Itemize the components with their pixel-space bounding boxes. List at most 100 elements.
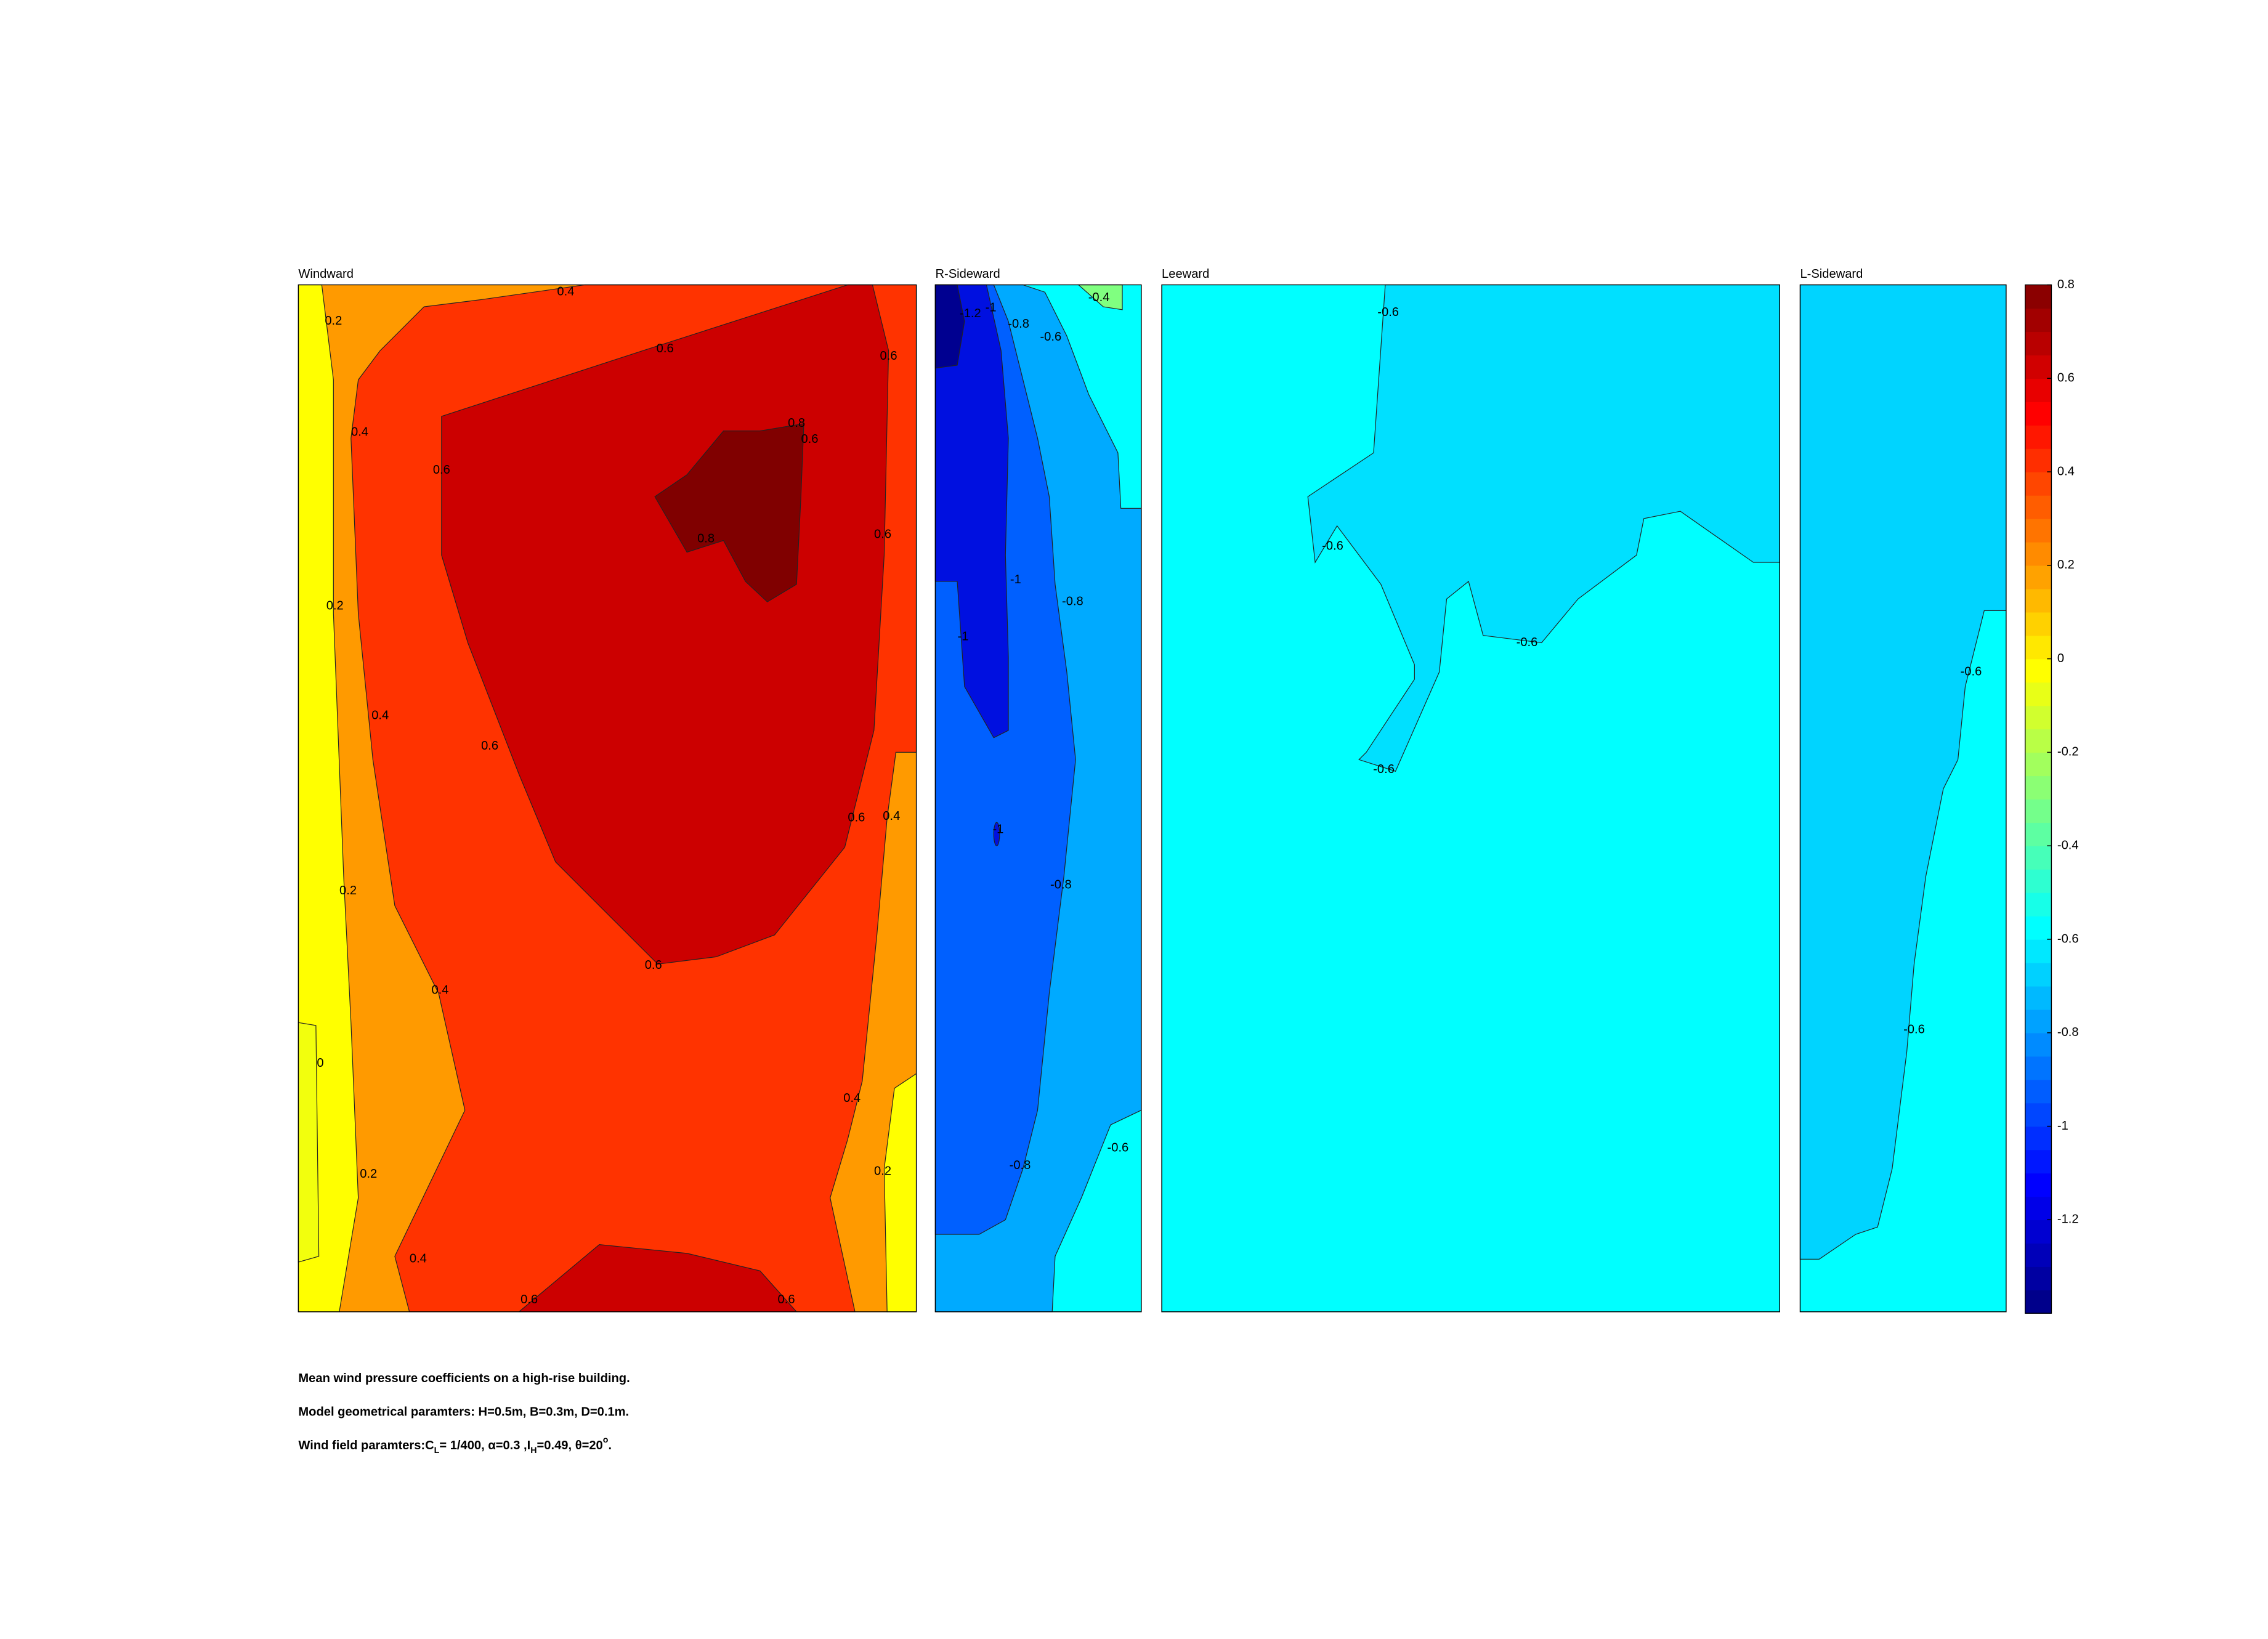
contour-label: -0.6 (1377, 306, 1399, 319)
r-sideward-panel (934, 284, 1142, 1313)
contour-label: 0 (317, 1056, 323, 1070)
colorbar-band (2025, 1243, 2052, 1267)
colorbar-band (2025, 518, 2052, 543)
windward-panel (298, 284, 917, 1313)
colorbar-band (2025, 1266, 2052, 1290)
contour-label: -0.6 (1040, 330, 1061, 344)
colorbar-band (2025, 425, 2052, 449)
contour-label: 0.6 (481, 739, 498, 753)
colorbar-band (2025, 846, 2052, 870)
colorbar-band (2025, 775, 2052, 800)
colorbar-tick-label: 0.6 (2057, 371, 2075, 385)
contour-label: 0.6 (778, 1293, 795, 1306)
colorbar-band (2025, 729, 2052, 753)
contour-label: -0.6 (1322, 539, 1343, 552)
contour-label: 0.4 (410, 1252, 427, 1266)
contour-label: 0.6 (520, 1293, 538, 1306)
colorbar-band (2025, 635, 2052, 660)
contour-label: 0.6 (433, 463, 450, 477)
contour-label: -0.6 (1961, 665, 1982, 678)
colorbar-band (2025, 1032, 2052, 1057)
contour-fill (934, 284, 1009, 739)
colorbar-band (2025, 1009, 2052, 1034)
panel-frame (1161, 284, 1780, 1313)
colorbar-band (2025, 985, 2052, 1010)
colorbar-band (2025, 541, 2052, 566)
leeward-panel (1161, 284, 1780, 1313)
contour-label: 0.6 (645, 958, 662, 972)
contour-label: 0.8 (788, 416, 805, 430)
colorbar-band (2025, 402, 2052, 426)
caption-part: H (530, 1446, 537, 1455)
contour-fill (298, 1022, 320, 1263)
contour-label: 0.4 (557, 285, 574, 299)
colorbar-band (2025, 565, 2052, 589)
colorbar-tick-label: 0.4 (2057, 464, 2075, 478)
colorbar-tick-label: -1 (2057, 1119, 2068, 1133)
colorbar-tick-label: 0 (2057, 652, 2064, 665)
contour-label: 0.2 (339, 884, 357, 897)
contour-label: -0.8 (1010, 1159, 1031, 1172)
contour-label: -1.2 (960, 307, 981, 320)
colorbar-band (2025, 962, 2052, 987)
colorbar-band (2025, 1126, 2052, 1151)
contour-label: 0.2 (326, 599, 344, 613)
contour-label: -1 (992, 822, 1003, 836)
colorbar-tick-label: -0.2 (2057, 745, 2079, 759)
contour-label: -0.6 (1903, 1022, 1925, 1036)
colorbar-band (2025, 658, 2052, 683)
contour-label: -1 (986, 301, 997, 315)
panel-title: L-Sideward (1800, 267, 1863, 281)
caption-line: Mean wind pressure coefficients on a hig… (298, 1372, 630, 1385)
panel-title: Leeward (1162, 267, 1209, 281)
contour-label: 0.2 (325, 314, 342, 328)
caption-line: Model geometrical paramters: H=0.5m, B=0… (298, 1406, 629, 1419)
contour-label: -1 (1010, 573, 1021, 586)
colorbar-band (2025, 612, 2052, 636)
caption-part: =0.49, θ=20 (537, 1439, 603, 1452)
contour-label: 0.2 (360, 1167, 377, 1181)
colorbar-band (2025, 799, 2052, 823)
colorbar-band (2025, 1196, 2052, 1221)
colorbar-band (2025, 1290, 2052, 1314)
colorbar-tick-label: -0.6 (2057, 932, 2079, 945)
caption-part: . (608, 1439, 612, 1452)
contour-label: 0.4 (351, 425, 368, 439)
colorbar-frame (2024, 284, 2052, 1314)
contour-fill (654, 423, 804, 602)
colorbar-band (2025, 472, 2052, 496)
contour-label: -0.8 (1050, 878, 1072, 892)
colorbar-band (2025, 682, 2052, 706)
contour-label: 0.6 (874, 527, 891, 541)
contour-fill (993, 822, 1000, 846)
colorbar-band (2025, 1220, 2052, 1244)
panel-frame (934, 284, 1142, 1313)
colorbar-band (2025, 869, 2052, 893)
contour-label: 0.4 (883, 809, 900, 823)
colorbar-band (2025, 355, 2052, 379)
colorbar-band (2025, 495, 2052, 519)
colorbar-band (2025, 1149, 2052, 1174)
contour-label: -0.6 (1108, 1141, 1129, 1154)
contour-label: -0.8 (1008, 317, 1029, 331)
contour-label: -0.8 (1062, 594, 1083, 608)
contour-label: 0.2 (874, 1164, 891, 1178)
colorbar-band (2025, 331, 2052, 356)
colorbar-band (2025, 588, 2052, 613)
panel-frame (298, 284, 917, 1313)
l-sideward-panel (1799, 284, 2007, 1313)
panel-title: R-Sideward (935, 267, 1000, 281)
colorbar-band (2025, 1103, 2052, 1127)
colorbar-band (2025, 939, 2052, 963)
caption-part: Wind field paramters:C (298, 1439, 434, 1452)
colorbar-band (2025, 916, 2052, 940)
colorbar-band (2025, 1079, 2052, 1104)
contour-fill (1799, 284, 2007, 1260)
panel-title: Windward (298, 267, 354, 281)
colorbar-tick-label: -0.4 (2057, 839, 2079, 852)
colorbar-band (2025, 1056, 2052, 1080)
colorbar-tick-label: 0.8 (2057, 278, 2075, 291)
contour-label: 0.6 (880, 349, 897, 363)
contour-label: -0.6 (1517, 636, 1538, 649)
caption-part: = 1/400, α=0.3 ,I (439, 1439, 530, 1452)
